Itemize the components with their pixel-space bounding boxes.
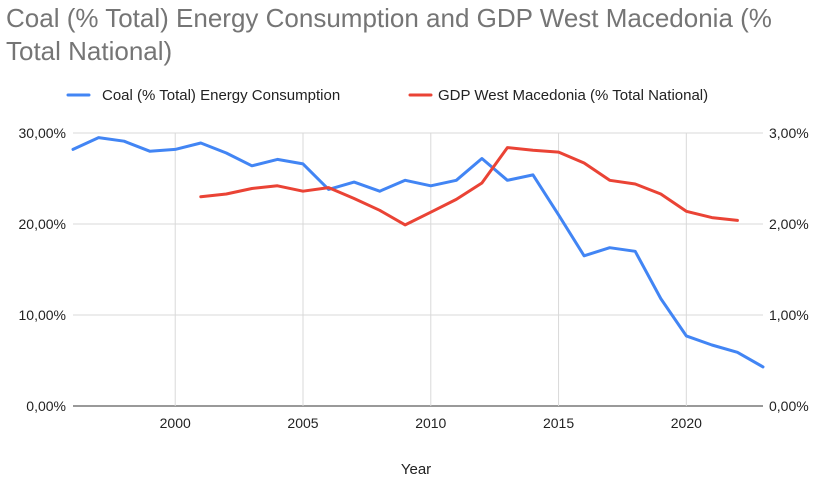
x-tick-label: 2005: [287, 415, 318, 431]
legend-label-coal: Coal (% Total) Energy Consumption: [102, 87, 340, 104]
series-line-gdp: [199, 146, 739, 227]
y-left-tick-label: 10,00%: [19, 307, 66, 323]
x-tick-label: 2010: [415, 415, 446, 431]
x-tick-label: 2015: [543, 415, 574, 431]
x-axis-title: Year: [401, 461, 431, 478]
legend-label-gdp: GDP West Macedonia (% Total National): [438, 87, 708, 104]
y-right-tick-label: 2,00%: [769, 216, 809, 232]
y-right-tick-label: 0,00%: [769, 398, 809, 414]
y-left-tick-label: 30,00%: [19, 125, 66, 141]
y-left-tick-label: 20,00%: [19, 216, 66, 232]
x-tick-label: 2020: [671, 415, 702, 431]
y-right-tick-label: 3,00%: [769, 125, 809, 141]
y-right-tick-label: 1,00%: [769, 307, 809, 323]
series-line-coal: [71, 136, 765, 369]
chart-title: Coal (% Total) Energy Consumption and GD…: [6, 3, 772, 66]
y-left-tick-label: 0,00%: [26, 398, 66, 414]
x-tick-label: 2000: [160, 415, 191, 431]
